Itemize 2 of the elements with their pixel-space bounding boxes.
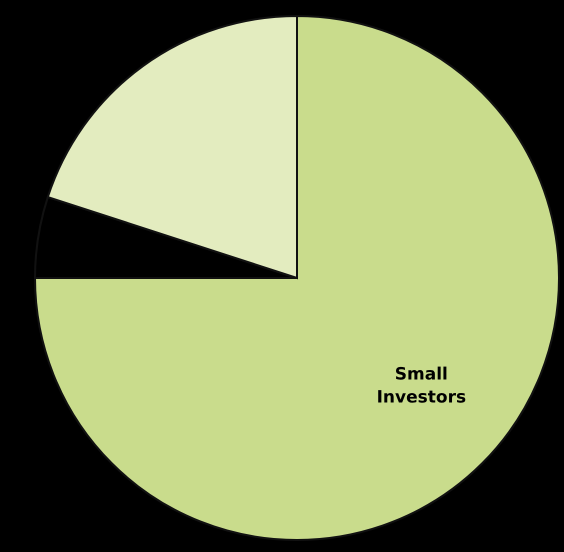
pie-slice [34, 15, 560, 541]
slice-label: Small Investors [376, 364, 466, 408]
